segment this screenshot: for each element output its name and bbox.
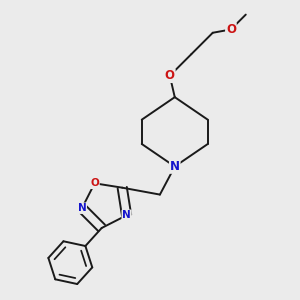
Text: N: N: [78, 203, 86, 213]
Text: O: O: [90, 178, 99, 188]
Text: N: N: [122, 210, 131, 220]
Text: N: N: [170, 160, 180, 173]
Text: O: O: [165, 69, 175, 82]
Text: O: O: [226, 23, 236, 36]
